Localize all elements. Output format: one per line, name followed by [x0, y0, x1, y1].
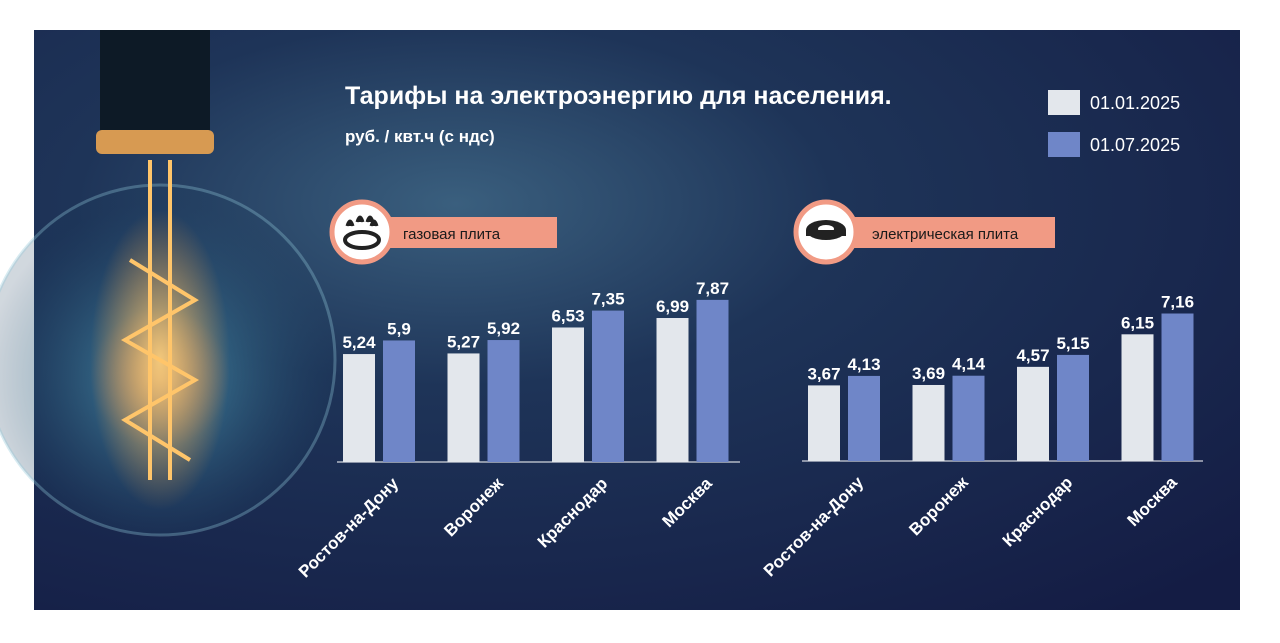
chart-label: электрическая плита — [872, 226, 1019, 243]
legend-label: 01.01.2025 — [1090, 93, 1180, 113]
value-label: 5,92 — [487, 319, 520, 338]
value-label: 6,53 — [551, 306, 584, 325]
value-label: 5,9 — [387, 319, 411, 338]
title: Тарифы на электроэнергию для населения. — [345, 82, 892, 110]
bar — [447, 353, 480, 462]
bar — [656, 318, 689, 462]
bar — [1161, 313, 1194, 461]
value-label: 6,99 — [656, 297, 689, 316]
bar — [848, 375, 880, 461]
chart-label: газовая плита — [403, 226, 501, 243]
bulb-illustration — [0, 30, 337, 537]
gas-icon — [329, 199, 557, 265]
bar — [952, 375, 985, 461]
bar — [383, 340, 415, 462]
bar — [912, 384, 945, 461]
bar — [696, 299, 729, 462]
bar — [343, 354, 375, 462]
subtitle: руб. / квт.ч (с ндс) — [345, 127, 495, 146]
value-label: 3,69 — [912, 364, 945, 383]
value-label: 5,27 — [447, 332, 480, 351]
legend-swatch — [1048, 90, 1080, 115]
bar — [592, 310, 624, 462]
legend-swatch — [1048, 132, 1080, 157]
bar — [1121, 334, 1154, 461]
bar — [552, 327, 584, 462]
bar — [487, 340, 520, 462]
bar — [1057, 354, 1089, 461]
value-label: 7,87 — [696, 279, 729, 298]
value-label: 4,14 — [952, 355, 986, 374]
legend-label: 01.07.2025 — [1090, 135, 1180, 155]
value-label: 7,16 — [1161, 293, 1194, 312]
bar — [808, 385, 840, 461]
value-label: 5,24 — [342, 333, 376, 352]
value-label: 5,15 — [1056, 334, 1089, 353]
electric-icon — [793, 199, 1055, 265]
bar — [1017, 366, 1049, 461]
value-label: 7,35 — [591, 290, 624, 309]
value-label: 6,15 — [1121, 313, 1154, 332]
value-label: 4,13 — [847, 355, 880, 374]
value-label: 4,57 — [1016, 346, 1049, 365]
value-label: 3,67 — [807, 364, 840, 383]
